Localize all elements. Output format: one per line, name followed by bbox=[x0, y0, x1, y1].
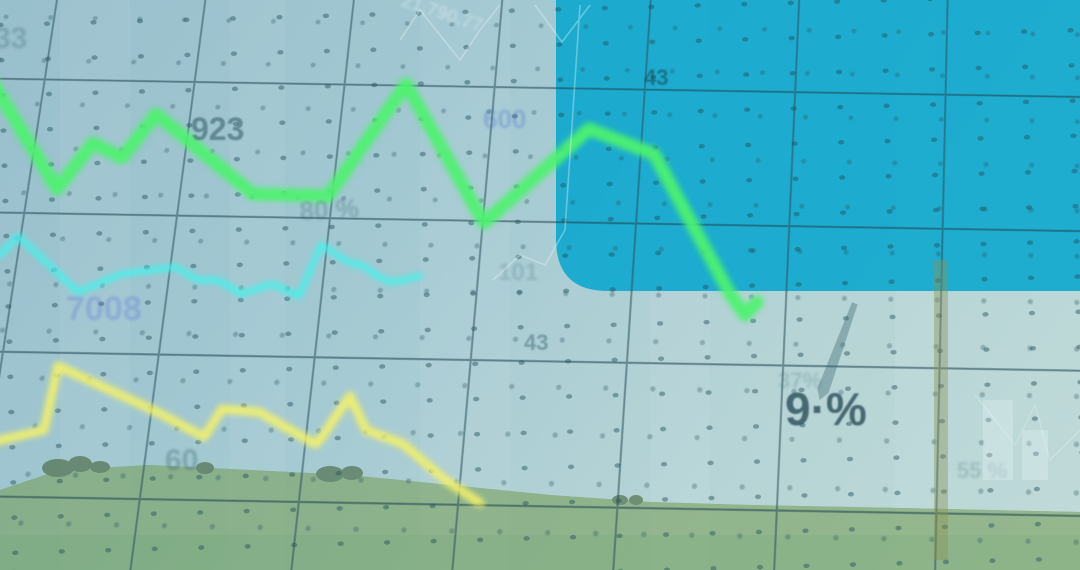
svg-text:600: 600 bbox=[483, 104, 526, 134]
svg-text:43: 43 bbox=[524, 330, 548, 355]
svg-text:43: 43 bbox=[644, 65, 668, 90]
svg-text:80 %: 80 % bbox=[299, 193, 360, 226]
svg-text:33: 33 bbox=[0, 22, 27, 55]
svg-text:60: 60 bbox=[165, 444, 198, 477]
svg-text:923: 923 bbox=[191, 111, 244, 147]
svg-text:21,790.77: 21,790.77 bbox=[398, 0, 485, 37]
svg-text:101: 101 bbox=[498, 259, 538, 286]
svg-text:7008: 7008 bbox=[66, 290, 142, 328]
